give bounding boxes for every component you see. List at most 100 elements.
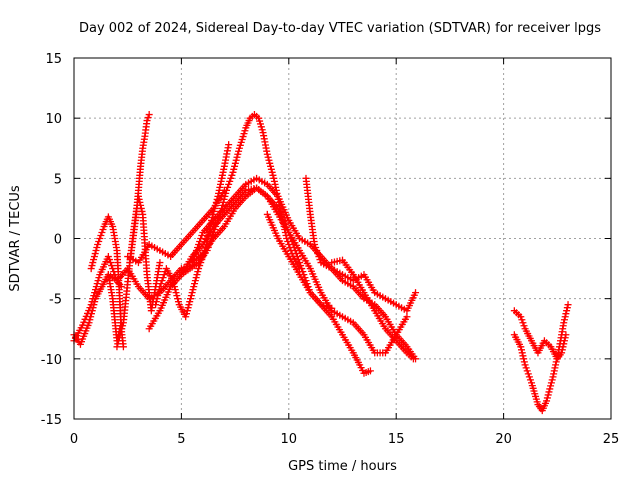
data-point	[312, 244, 320, 252]
data-point	[90, 256, 98, 264]
y-axis-label: SDTVAR / TECUs	[8, 185, 23, 292]
data-point	[118, 325, 126, 333]
data-point	[97, 231, 105, 239]
data-point	[518, 349, 526, 357]
data-point	[227, 174, 235, 182]
data-point	[197, 235, 205, 242]
series-arc-17	[510, 307, 570, 363]
data-point	[235, 147, 243, 155]
data-point	[520, 355, 528, 363]
data-point	[561, 334, 569, 342]
x-axis-label: GPS time / hours	[288, 459, 397, 474]
data-point	[87, 301, 95, 309]
data-point	[115, 334, 123, 342]
data-point	[524, 370, 532, 378]
data-point	[160, 271, 168, 279]
data-point	[517, 343, 525, 351]
data-point	[195, 265, 203, 273]
data-point	[186, 298, 194, 306]
data-point	[298, 265, 306, 273]
data-point	[188, 259, 196, 267]
data-point	[314, 250, 322, 258]
y-tick-label: 0	[54, 233, 62, 248]
data-point	[545, 388, 553, 396]
data-point	[231, 159, 239, 167]
data-point	[233, 153, 241, 161]
data-point	[93, 244, 101, 252]
series-arc-2	[70, 253, 125, 345]
grid	[74, 58, 611, 419]
data-point	[225, 180, 233, 188]
data-point	[96, 235, 104, 242]
data-point	[522, 364, 530, 372]
data-point	[519, 352, 527, 360]
data-point	[223, 186, 231, 194]
data-point	[559, 343, 567, 351]
data-point	[412, 289, 420, 297]
data-point	[517, 313, 525, 321]
data-point	[232, 156, 240, 164]
data-point	[228, 171, 236, 179]
data-point	[159, 274, 167, 282]
series-arc-7	[152, 141, 233, 321]
data-point	[518, 346, 525, 354]
data-point	[293, 253, 301, 261]
data-point	[558, 346, 566, 354]
data-point	[187, 295, 195, 303]
x-tick-label: 15	[388, 432, 405, 447]
data-point	[543, 397, 551, 405]
series-arc-3	[87, 213, 127, 351]
data-point	[562, 331, 570, 339]
data-point	[107, 259, 115, 267]
data-point	[547, 379, 555, 387]
data-point	[520, 322, 528, 330]
data-point	[119, 322, 127, 330]
data-point	[92, 247, 100, 255]
data-point	[191, 280, 199, 288]
data-point	[561, 313, 569, 321]
data-point	[93, 280, 101, 288]
data-point	[90, 292, 98, 300]
data-point	[520, 358, 528, 366]
data-point	[91, 286, 99, 294]
data-point	[546, 385, 554, 393]
data-point	[234, 150, 242, 158]
data-point	[560, 340, 568, 348]
data-point	[152, 298, 160, 306]
data-point	[562, 310, 570, 318]
data-point	[183, 310, 191, 318]
data-point	[152, 301, 160, 309]
data-point	[98, 228, 106, 236]
data-point	[560, 319, 568, 327]
tick-labels: 0 5 10 15 20 25 -15 -10 -5 0 5 10 15	[41, 52, 620, 447]
data-point	[113, 343, 121, 351]
data-point	[564, 301, 572, 309]
data-point	[138, 207, 146, 215]
data-point	[134, 192, 142, 200]
data-point	[220, 195, 228, 203]
y-tick-label: -5	[49, 293, 62, 308]
data-point	[544, 391, 552, 399]
data-point	[526, 376, 534, 384]
data-point	[174, 298, 182, 306]
data-point	[269, 171, 277, 179]
data-point	[153, 295, 161, 303]
data-point	[108, 262, 116, 270]
data-point	[219, 198, 227, 206]
data-series	[70, 111, 572, 415]
data-point	[190, 283, 198, 291]
data-point	[158, 277, 166, 285]
data-point	[91, 289, 99, 297]
data-point	[191, 277, 199, 285]
x-tick-label: 25	[603, 432, 620, 447]
data-point	[183, 307, 191, 315]
data-point	[192, 274, 200, 282]
data-point	[311, 241, 319, 249]
series-line	[180, 187, 408, 354]
data-point	[95, 274, 103, 282]
y-tick-label: 10	[45, 112, 62, 127]
series-arc-14	[302, 174, 420, 315]
data-point	[409, 355, 417, 363]
data-point	[403, 313, 411, 321]
